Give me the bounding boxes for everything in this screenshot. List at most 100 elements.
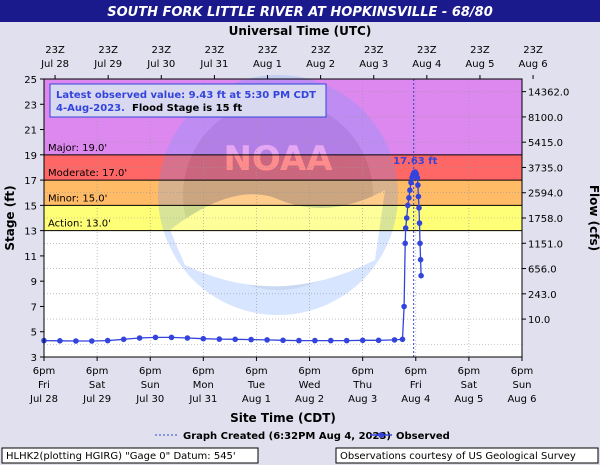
observed-point [328, 337, 334, 344]
left-tick-label: 3 [31, 353, 37, 364]
left-tick-label: 11 [24, 252, 37, 263]
bottom-tick-date: Aug 2 [295, 394, 324, 405]
observed-point [232, 336, 238, 343]
observed-point [359, 337, 366, 344]
top-axis-ticks: 23Z Jul 28 23Z Jul 29 23Z Jul 30 23Z Jul 31 23Z A… [40, 45, 548, 79]
observed-point [418, 272, 424, 279]
top-tick-date: Jul 30 [146, 59, 175, 70]
left-tick-label: 13 [24, 227, 37, 238]
title-bar [0, 0, 600, 22]
right-tick-label: 5415.0 [528, 138, 563, 149]
peak-label: 17.63 ft [393, 156, 437, 167]
observed-point [402, 240, 409, 247]
observed-point [216, 336, 223, 342]
latest-value-text: Latest observed value: 9.43 ft at 5:30 P… [56, 90, 316, 101]
observed-point [248, 336, 254, 343]
bottom-tick-day: Sat [89, 380, 105, 391]
top-tick-date: Aug 5 [465, 59, 494, 70]
right-tick-label: 656.0 [528, 265, 557, 276]
observed-point [408, 179, 414, 186]
right-tick-label: 8100.0 [528, 113, 563, 124]
flood-band-label: Major: 19.0' [48, 143, 107, 154]
top-tick-label: 23Z [417, 45, 437, 56]
top-tick-label: 23Z [98, 45, 118, 56]
right-tick-label: 3735.0 [528, 163, 563, 174]
bottom-tick-date: Aug 4 [401, 394, 430, 405]
observed-point [200, 335, 207, 342]
top-axis-title: Universal Time (UTC) [229, 24, 372, 38]
observed-point [403, 215, 410, 221]
left-tick-label: 25 [24, 75, 37, 86]
observed-point [391, 337, 398, 343]
bottom-axis-title: Site Time (CDT) [230, 411, 336, 425]
observed-point [264, 337, 270, 343]
top-tick-date: Jul 28 [40, 59, 69, 70]
top-tick-date: Aug 4 [412, 59, 441, 70]
right-tick-label: 2594.0 [528, 189, 563, 200]
bottom-tick-time: 6pm [298, 366, 320, 377]
left-tick-label: 21 [24, 126, 37, 137]
top-tick-label: 23Z [523, 45, 543, 56]
bottom-tick-time: 6pm [511, 366, 533, 377]
left-axis-ticks: 3 5 7 9 11 13 15 17 19 21 23 25 [24, 75, 44, 364]
right-tick-label: 14362.0 [528, 88, 569, 99]
observed-point [416, 205, 422, 211]
top-tick-date: Jul 29 [93, 59, 122, 70]
bottom-tick-day: Fri [410, 380, 422, 391]
flood-band-label: Minor: 15.0' [48, 193, 107, 204]
observed-point [401, 303, 407, 310]
observed-point [280, 337, 286, 344]
left-tick-label: 5 [31, 328, 37, 339]
bottom-tick-time: 6pm [405, 366, 427, 377]
footer: HLHK2(plotting HGIRG) "Gage 0" Datum: 54… [1, 447, 599, 464]
top-tick-date: Aug 1 [253, 59, 282, 70]
bottom-tick-date: Jul 31 [188, 394, 217, 405]
observed-point [184, 335, 191, 341]
bottom-tick-date: Aug 3 [348, 394, 377, 405]
bottom-tick-date: Aug 5 [454, 394, 483, 405]
flood-stage-labels: Major: 19.0' Moderate: 17.0' Minor: 15.0' A… [48, 143, 127, 230]
legend-created-label: Graph Created (6:32PM Aug 4, 2023) [183, 431, 391, 442]
observed-point [399, 336, 406, 343]
observed-point [417, 256, 424, 263]
observed-point [136, 335, 143, 341]
chart-title: SOUTH FORK LITTLE RIVER AT HOPKINSVILLE … [107, 5, 493, 20]
bottom-tick-date: Aug 6 [507, 394, 536, 405]
left-tick-label: 7 [31, 302, 37, 313]
left-tick-label: 9 [31, 277, 37, 288]
band-normal-bg [44, 230, 522, 357]
bottom-tick-date: Jul 29 [82, 394, 111, 405]
flood-band-label: Action: 13.0' [48, 219, 111, 230]
left-tick-label: 17 [24, 176, 37, 187]
top-tick-date: Aug 3 [359, 59, 388, 70]
watermark-center-text: NOAA [223, 139, 333, 179]
top-tick-date: Aug 6 [519, 59, 548, 70]
bottom-tick-day: Thu [352, 380, 372, 391]
watermark-wave [170, 190, 385, 287]
top-tick-date: Jul 31 [199, 59, 228, 70]
observed-point [414, 174, 421, 181]
top-tick-date: Aug 2 [306, 59, 335, 70]
watermark-inner-disc [183, 100, 373, 290]
observed-point [312, 337, 318, 344]
band-moderate-bg [44, 154, 522, 181]
footer-datum: HLHK2(plotting HGIRG) "Gage 0" Datum: 54… [6, 451, 236, 462]
observed-point [89, 338, 95, 344]
bottom-tick-date: Jul 28 [29, 394, 58, 405]
observed-point [415, 182, 421, 188]
bottom-tick-time: 6pm [351, 366, 373, 377]
top-tick-label: 23Z [364, 45, 384, 56]
observed-point [402, 225, 409, 231]
bottom-tick-day: Sun [512, 380, 531, 391]
bottom-tick-date: Aug 1 [242, 394, 271, 405]
observed-point [168, 334, 175, 341]
bottom-tick-time: 6pm [33, 366, 55, 377]
noaa-watermark: NOAA [158, 75, 398, 315]
observed-point [104, 337, 111, 344]
bottom-tick-time: 6pm [139, 366, 161, 377]
flood-stage-text: Flood Stage is 15 ft [132, 103, 242, 114]
observed-point [405, 202, 411, 209]
left-axis-label: Stage (ft) [3, 185, 17, 250]
bottom-tick-day: Mon [193, 380, 214, 391]
